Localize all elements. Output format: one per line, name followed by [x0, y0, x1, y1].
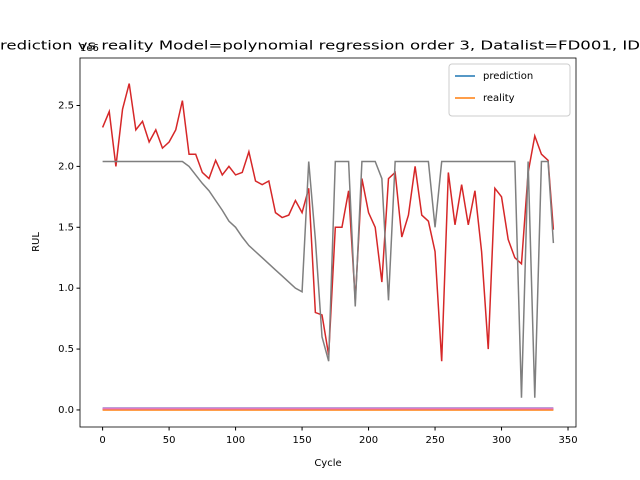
x-tick-label: 200: [359, 435, 378, 446]
x-tick-label: 250: [425, 435, 444, 446]
y-tick-label: 1.0: [58, 283, 74, 294]
y-tick-label: 1.5: [58, 222, 74, 233]
series-line: [102, 160, 555, 398]
legend-label: reality: [483, 93, 515, 104]
x-tick-label: 0: [99, 435, 105, 446]
x-tick-label: 50: [163, 435, 176, 446]
legend-box: [448, 63, 571, 117]
plot-frame: [79, 57, 577, 428]
x-tick-label: 150: [293, 435, 312, 446]
x-tick-label: 100: [226, 435, 245, 446]
y-offset-label: 1e6: [80, 43, 99, 54]
series-line: [101, 83, 555, 362]
x-tick-label: 350: [558, 435, 577, 446]
x-tick-label: 300: [492, 435, 511, 446]
x-axis-label: Cycle: [314, 458, 341, 469]
y-tick-label: 2.5: [58, 100, 74, 111]
y-axis-label: RUL: [31, 232, 42, 252]
chart-title: rediction vs reality Model=polynomial re…: [0, 39, 640, 53]
y-tick-label: 0.0: [58, 405, 74, 416]
y-tick-label: 0.5: [58, 344, 74, 355]
legend-label: prediction: [483, 71, 533, 82]
y-tick-label: 2.0: [58, 161, 74, 172]
